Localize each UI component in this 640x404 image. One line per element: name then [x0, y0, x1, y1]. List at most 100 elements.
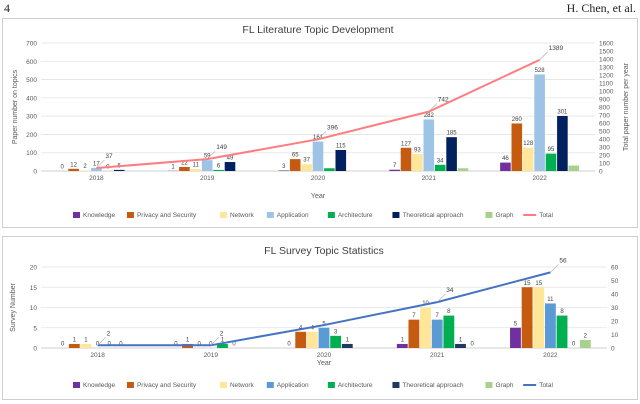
bar-theoretical-approach — [342, 344, 353, 348]
legend-swatch — [267, 382, 274, 388]
data-label: 2 — [584, 333, 588, 339]
bar-application — [313, 142, 324, 171]
y-tick-label: 5 — [33, 325, 37, 332]
data-label: 3 — [282, 164, 286, 170]
data-label: 528 — [535, 68, 546, 74]
bar-graph — [568, 166, 579, 171]
y-tick-label: 600 — [26, 59, 37, 66]
y2-tick-label: 1100 — [599, 81, 613, 88]
bar-theoretical-approach — [557, 116, 568, 171]
y2-tick-label: 1200 — [599, 73, 614, 80]
y2-tick-label: 10 — [611, 332, 619, 339]
data-label: 3 — [334, 329, 338, 335]
data-label: 1 — [171, 164, 175, 170]
x-tick-label: 2022 — [543, 352, 558, 359]
bar-network — [191, 169, 202, 171]
bar-privacy-and-security — [408, 320, 419, 348]
data-label: 15 — [524, 281, 531, 287]
bar-privacy-and-security — [290, 159, 301, 171]
y-tick-label: 500 — [26, 77, 37, 84]
data-label: 7 — [412, 313, 416, 319]
legend-swatch — [73, 382, 80, 388]
data-label: 1 — [84, 337, 88, 343]
x-axis-label: Year — [317, 360, 332, 367]
data-label: 0 — [61, 342, 65, 348]
data-label: 34 — [437, 158, 444, 164]
bar-privacy-and-security — [522, 287, 533, 348]
data-label: 8 — [560, 309, 564, 315]
legend-entry: Application — [277, 382, 309, 389]
x-tick-label: 2020 — [317, 352, 332, 359]
total-label-leader — [550, 264, 558, 272]
data-label: 49 — [227, 156, 234, 162]
data-label: 0 — [470, 342, 474, 348]
legend-entry: Architecture — [338, 212, 373, 219]
data-label: 260 — [512, 117, 523, 123]
x-tick-label: 2019 — [200, 175, 215, 182]
bar-privacy-and-security — [69, 344, 80, 348]
bar-application — [319, 328, 330, 348]
x-tick-label: 2022 — [532, 175, 547, 182]
bar-privacy-and-security — [68, 169, 79, 171]
legend-entry: Theoretical approach — [402, 212, 463, 219]
y-tick-label: 200 — [26, 132, 37, 139]
data-label: 93 — [414, 147, 421, 153]
bar-knowledge — [279, 170, 290, 171]
y2-tick-label: 40 — [611, 292, 619, 299]
y2-tick-label: 300 — [599, 145, 610, 152]
data-label: 17 — [93, 161, 100, 167]
legend-swatch — [73, 212, 80, 218]
x-tick-label: 2020 — [311, 175, 326, 182]
data-label: 282 — [424, 113, 435, 119]
legend-swatch — [485, 212, 492, 218]
bar-application — [202, 160, 213, 171]
legend-entry: Network — [230, 382, 255, 389]
data-label: 65 — [292, 153, 299, 159]
data-label: 115 — [336, 143, 346, 149]
data-label: 128 — [523, 141, 534, 147]
total-data-label: 34 — [446, 287, 454, 294]
y-tick-label: 15 — [30, 285, 38, 292]
data-label: 5 — [514, 321, 518, 327]
data-label: 185 — [447, 131, 458, 137]
data-label: 0 — [572, 342, 576, 348]
legend-entry: Graph — [495, 382, 513, 389]
x-tick-label: 2018 — [90, 352, 105, 359]
y2-tick-label: 1000 — [599, 89, 614, 96]
data-label: 8 — [447, 309, 451, 315]
data-label: 6 — [217, 163, 221, 169]
bar-architecture — [324, 168, 335, 171]
legend-entry: Application — [277, 212, 309, 219]
data-label: 37 — [303, 158, 310, 164]
bar-network — [533, 287, 544, 348]
legend-swatch — [220, 212, 227, 218]
bar-architecture — [443, 316, 454, 348]
x-tick-label: 2019 — [204, 352, 219, 359]
legend-entry: Total — [539, 212, 553, 219]
legend-swatch — [220, 382, 227, 388]
x-tick-label: 2021 — [430, 352, 445, 359]
legend-entry: Network — [230, 212, 255, 219]
total-data-label: 37 — [105, 153, 113, 160]
data-label: 2 — [83, 164, 87, 170]
survey-topic-chart: FL Survey Topic Statistics05101520010203… — [3, 237, 637, 399]
bar-application — [424, 119, 435, 171]
bar-privacy-and-security — [512, 123, 523, 171]
bar-graph — [580, 340, 591, 348]
y2-tick-label: 20 — [611, 319, 619, 326]
bar-theoretical-approach — [225, 162, 236, 171]
y2-tick-label: 200 — [599, 153, 610, 160]
legend-entry: Privacy and Security — [137, 382, 197, 389]
legend-entry: Graph — [495, 212, 513, 219]
bar-network — [307, 332, 318, 348]
data-label: 301 — [557, 109, 568, 115]
chart-title: FL Literature Topic Development — [242, 24, 393, 36]
x-axis-label: Year — [311, 193, 326, 200]
y2-tick-label: 100 — [599, 161, 610, 168]
bar-architecture — [557, 316, 568, 348]
y-axis-label: Survey Number — [10, 283, 17, 332]
data-label: 7 — [436, 313, 440, 319]
y2-tick-label: 700 — [599, 113, 610, 120]
bar-privacy-and-security — [295, 332, 306, 348]
